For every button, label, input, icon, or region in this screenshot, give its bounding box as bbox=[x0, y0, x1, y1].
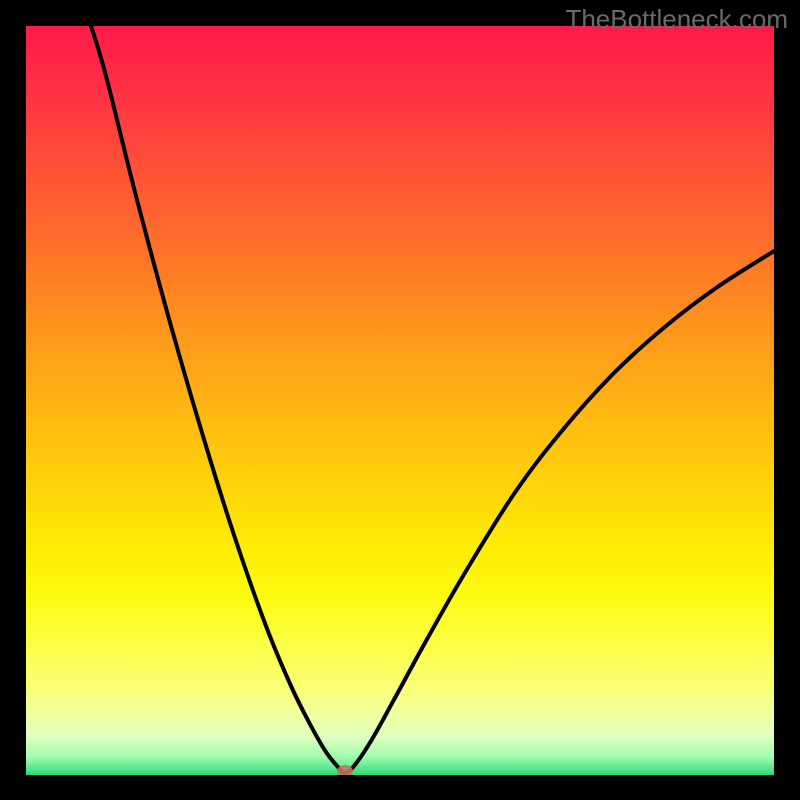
plot-area bbox=[26, 26, 774, 775]
watermark-text: TheBottleneck.com bbox=[565, 4, 788, 35]
bottleneck-curve bbox=[91, 26, 774, 773]
curve-layer bbox=[26, 26, 774, 775]
chart-container: TheBottleneck.com bbox=[0, 0, 800, 800]
